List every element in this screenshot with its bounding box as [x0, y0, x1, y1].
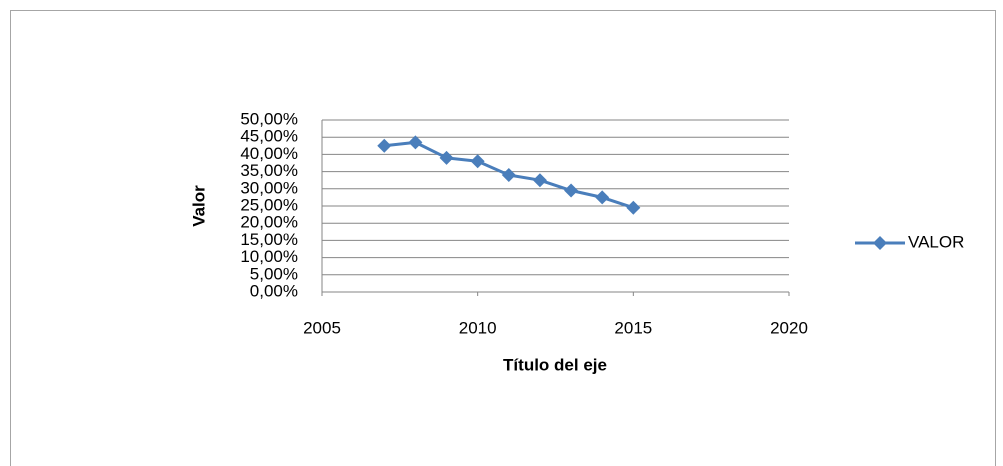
y-tick-label: 40,00% [240, 144, 298, 163]
y-tick-label: 5,00% [250, 264, 298, 283]
x-tick-label: 2020 [770, 318, 808, 337]
data-point [377, 138, 392, 153]
y-tick-label: 25,00% [240, 195, 298, 214]
y-tick-label: 10,00% [240, 247, 298, 266]
data-point [564, 183, 579, 198]
x-tick-label: 2005 [303, 318, 341, 337]
y-tick-label: 45,00% [240, 127, 298, 146]
y-tick-label: 20,00% [240, 213, 298, 232]
y-tick-label: 50,00% [240, 109, 298, 128]
data-point [439, 150, 454, 165]
data-point [501, 168, 516, 183]
legend-label: VALOR [908, 232, 964, 251]
chart-border [10, 10, 996, 466]
x-axis-title: Título del eje [503, 355, 607, 374]
y-axis-title: Valor [189, 185, 208, 227]
x-tick-label: 2010 [459, 318, 497, 337]
data-point [532, 173, 547, 188]
y-tick-label: 35,00% [240, 161, 298, 180]
data-point [408, 135, 423, 150]
data-point [626, 200, 641, 215]
data-point [595, 190, 610, 205]
x-tick-label: 2015 [614, 318, 652, 337]
legend-marker [873, 236, 887, 250]
data-point [470, 154, 485, 169]
y-tick-label: 30,00% [240, 178, 298, 197]
y-tick-label: 15,00% [240, 230, 298, 249]
y-tick-label: 0,00% [250, 281, 298, 300]
